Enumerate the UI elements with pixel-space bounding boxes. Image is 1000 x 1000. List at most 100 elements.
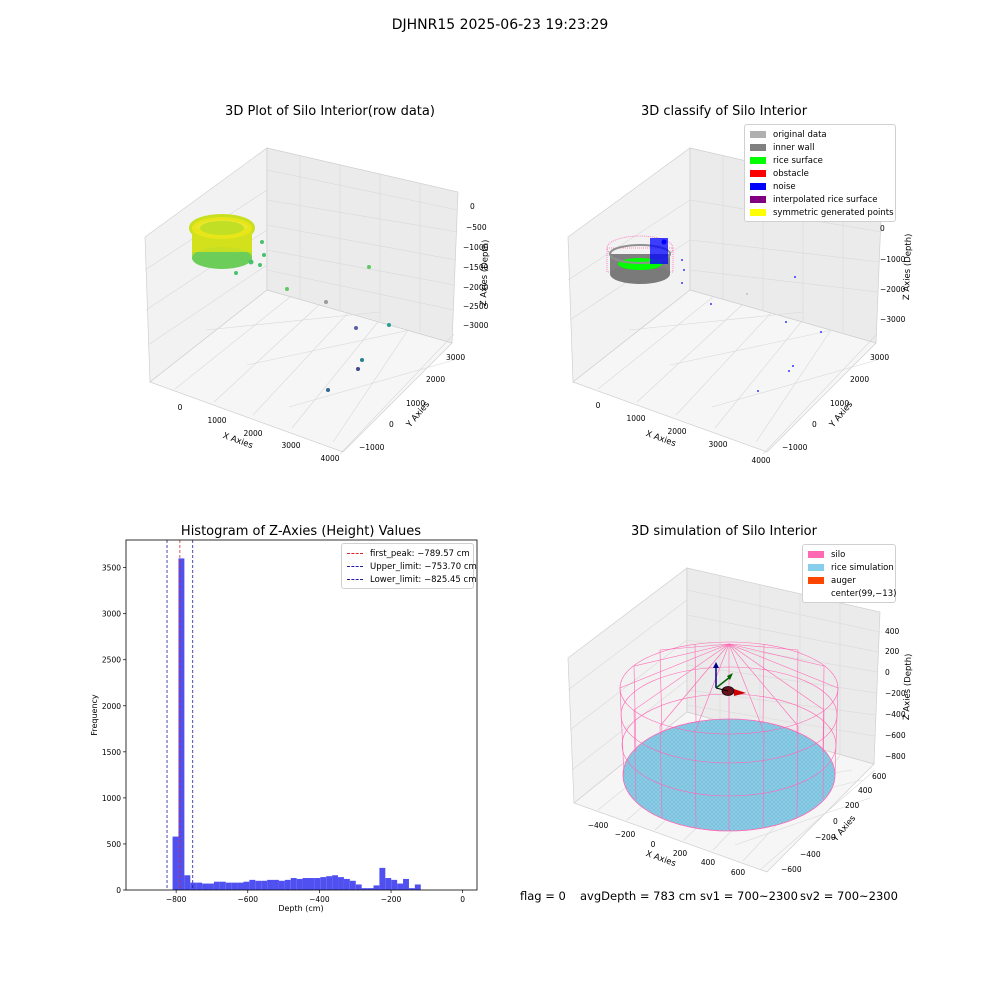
p4-ztick-5: −600: [885, 731, 906, 740]
p2-legend-label: noise: [773, 181, 796, 192]
p1-xtick-3: 3000: [281, 441, 300, 450]
p1-ztick-4: −2000: [463, 283, 489, 292]
p2-legend-item: obstacle: [750, 167, 890, 180]
p4-zlabel: Z Axies (Depth): [902, 653, 914, 720]
histogram-bar: [178, 558, 185, 890]
histogram-bar: [249, 879, 256, 890]
histogram-bar: [379, 867, 386, 890]
histogram-legend-swatch: [347, 566, 363, 567]
p4-y-tick-labels: −600 −400 −200 0 200 400 600: [781, 772, 887, 874]
histogram-bar: [308, 878, 315, 890]
p2-ytick-4: 3000: [870, 353, 889, 362]
histogram-legend-item: Upper_limit: −753.70 cm: [347, 560, 477, 573]
p1-y-tick-labels: −1000 0 1000 2000 3000: [359, 353, 465, 452]
p4-ytick-3: 0: [833, 817, 838, 826]
p1-ztick-6: −3000: [463, 321, 489, 330]
p4-ytick-2: −200: [815, 833, 836, 842]
p2-grid: [567, 155, 883, 455]
p2-legend-label: interpolated rice surface: [773, 194, 878, 205]
p1-scatter-points: [234, 240, 391, 392]
panel-4-title: 3D simulation of Silo Interior: [631, 524, 817, 539]
p2-legend-swatch: [750, 157, 766, 164]
histogram-x-tick-label: −800: [166, 895, 187, 904]
histogram-bar: [326, 876, 333, 890]
histogram-legend-item: first_peak: −789.57 cm: [347, 547, 470, 560]
histogram-bar: [373, 885, 380, 890]
histogram-legend-label: first_peak: −789.57 cm: [370, 548, 470, 559]
histogram-y-tick-label: 2500: [102, 656, 121, 665]
histogram-ylabel: Frequency: [90, 694, 99, 736]
histogram-bar: [255, 880, 262, 890]
p4-legend-item: center(99,−13): [808, 587, 896, 600]
p4-legend-item: silo: [808, 548, 890, 561]
histogram-legend-swatch: [347, 553, 363, 554]
histogram-y-tick-label: 1000: [102, 794, 121, 803]
p2-zlabel: Z Axies (Depth): [902, 233, 914, 300]
status-avg-depth: avgDepth = 783 cm: [580, 889, 697, 903]
histogram-bar: [332, 875, 339, 890]
histogram-bar: [225, 882, 232, 890]
histogram-bar: [391, 879, 398, 890]
histogram-bar: [338, 877, 344, 890]
p4-ztick-4: −400: [885, 710, 906, 719]
status-sv2: sv2 = 700~2300: [800, 889, 898, 903]
p2-ztick-2: −2000: [880, 285, 906, 294]
p2-xtick-0: 0: [596, 401, 601, 410]
p2-legend-item: rice surface: [750, 154, 890, 167]
histogram-x-tick-label: −400: [309, 895, 330, 904]
p2-legend-item: inner wall: [750, 141, 890, 154]
histogram-legend: first_peak: −789.57 cm Upper_limit: −753.…: [341, 543, 477, 589]
p2-legend-swatch: [750, 196, 766, 203]
p1-ztick-3: −1500: [463, 263, 489, 272]
histogram-y-tick-label: 1500: [102, 748, 121, 757]
p2-z-tick-labels: 0 −1000 −2000 −3000: [880, 224, 906, 324]
p1-zlabel: Z Axies (Depth): [479, 239, 491, 306]
histogram-bar: [172, 836, 179, 890]
p1-ytick-1: 0: [389, 420, 394, 429]
p4-ytick-0: −600: [781, 865, 802, 874]
p1-ztick-1: −500: [466, 223, 487, 232]
p1-xtick-2: 2000: [243, 429, 262, 438]
p1-z-tick-labels: 0 −500 −1000 −1500 −2000 −2500 −3000: [463, 202, 489, 330]
p2-x-tick-labels: 0 1000 2000 3000 4000: [596, 401, 771, 465]
histogram-bar: [243, 881, 250, 890]
histogram-bar: [219, 881, 226, 890]
panel-1-title: 3D Plot of Silo Interior(row data): [225, 104, 435, 119]
p4-ytick-1: −400: [800, 850, 821, 859]
histogram-bar: [314, 878, 321, 890]
histogram-bars: [172, 558, 421, 890]
histogram-legend-item: Lower_limit: −825.45 cm: [347, 573, 477, 586]
histogram-legend-swatch: [347, 579, 363, 580]
histogram-bar: [343, 878, 350, 890]
histogram-bar: [302, 878, 309, 890]
histogram-legend-label: Upper_limit: −753.70 cm: [370, 561, 477, 572]
p4-xtick-2: 0: [651, 840, 656, 849]
histogram-x-tick-label: −200: [381, 895, 402, 904]
p2-floor-pane: [572, 289, 877, 453]
p4-ztick-0: 400: [885, 627, 900, 636]
p2-noise-points: [681, 259, 822, 392]
p4-xtick-3: 200: [673, 849, 688, 858]
p2-legend-item: noise: [750, 180, 890, 193]
histogram-bar: [355, 884, 362, 890]
panel-4-legend: silo rice simulation auger center(99,−13): [802, 544, 896, 603]
p4-xtick-1: −200: [615, 830, 636, 839]
histogram-bar: [403, 878, 409, 890]
p2-legend-swatch: [750, 131, 766, 138]
histogram-reference-lines: [166, 540, 194, 890]
histogram-bar: [290, 878, 297, 890]
histogram-bar: [284, 879, 291, 890]
status-flag: flag = 0: [520, 889, 566, 903]
histogram-bar: [273, 879, 279, 890]
histogram-legend-label: Lower_limit: −825.45 cm: [370, 574, 477, 585]
p4-silo-wireframe: [619, 641, 839, 831]
panel-2-legend: original data inner wall rice surface obsta…: [744, 124, 896, 222]
p1-ytick-4: 3000: [446, 353, 465, 362]
p2-legend-label: symmetric generated points: [773, 207, 894, 218]
histogram-bar: [208, 883, 214, 890]
p1-ztick-5: −2500: [463, 302, 489, 311]
p2-silo-points: [606, 235, 674, 284]
status-sv1: sv1 = 700~2300: [700, 889, 798, 903]
p2-legend-label: rice surface: [773, 155, 823, 166]
p2-legend-swatch: [750, 183, 766, 190]
